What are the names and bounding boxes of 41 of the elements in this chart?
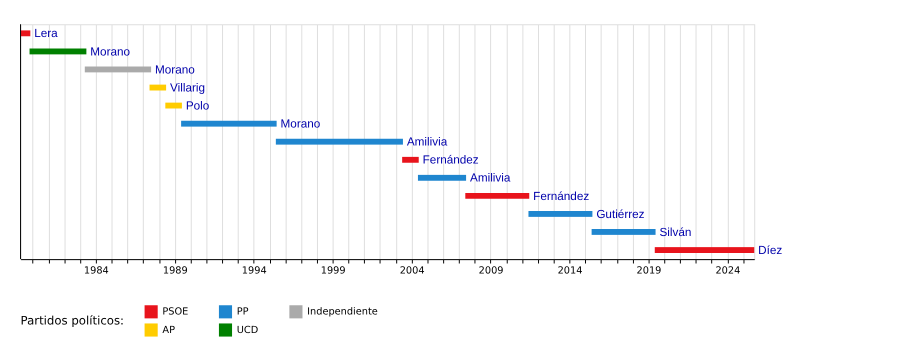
- legend-label: UCD: [236, 324, 258, 336]
- y-tick-label: Morano: [90, 45, 131, 58]
- y-tick-label: Polo: [186, 99, 210, 112]
- y-tick-label: Fernández: [422, 154, 479, 167]
- x-tick-label: 1994: [242, 265, 267, 276]
- bar: [165, 102, 182, 109]
- x-tick-label: 1999: [320, 265, 346, 276]
- y-tick-label: Amilivia: [406, 136, 448, 149]
- y-tick-label: Villarig: [170, 81, 205, 94]
- legend-label: PSOE: [162, 306, 188, 318]
- x-tick-label: 2009: [478, 265, 504, 276]
- bar: [20, 30, 30, 36]
- y-tick-label: Morano: [280, 118, 321, 131]
- y-tick-label: Gutiérrez: [596, 208, 645, 221]
- bar: [181, 120, 277, 127]
- legend-label: PP: [236, 306, 249, 318]
- x-tick-label: 1989: [162, 265, 188, 276]
- bar: [418, 174, 466, 181]
- y-tick-label: Amilivia: [470, 172, 511, 185]
- legend-title: Partidos políticos:: [20, 314, 124, 328]
- x-tick-label: 2014: [558, 265, 582, 276]
- x-tick-label: 2019: [636, 265, 662, 276]
- bar: [402, 156, 419, 163]
- y-tick-label: Díez: [758, 244, 782, 257]
- y-tick-label: Fernández: [533, 190, 590, 203]
- bar: [528, 211, 592, 217]
- x-tick-label: 1984: [84, 265, 109, 276]
- y-tick-label: Silván: [659, 226, 692, 239]
- x-tick-label: 2004: [400, 265, 425, 276]
- legend-label: AP: [162, 324, 176, 336]
- x-tick-label: 2024: [715, 265, 740, 276]
- y-tick-label: Morano: [155, 63, 196, 76]
- bar: [465, 192, 530, 199]
- legend-label: Independiente: [307, 306, 378, 318]
- bar: [654, 247, 754, 253]
- bar: [276, 138, 403, 145]
- bar: [84, 66, 152, 72]
- y-tick-label: Lera: [34, 27, 58, 40]
- bar: [30, 48, 86, 54]
- bar: [592, 229, 656, 235]
- bar: [150, 84, 166, 90]
